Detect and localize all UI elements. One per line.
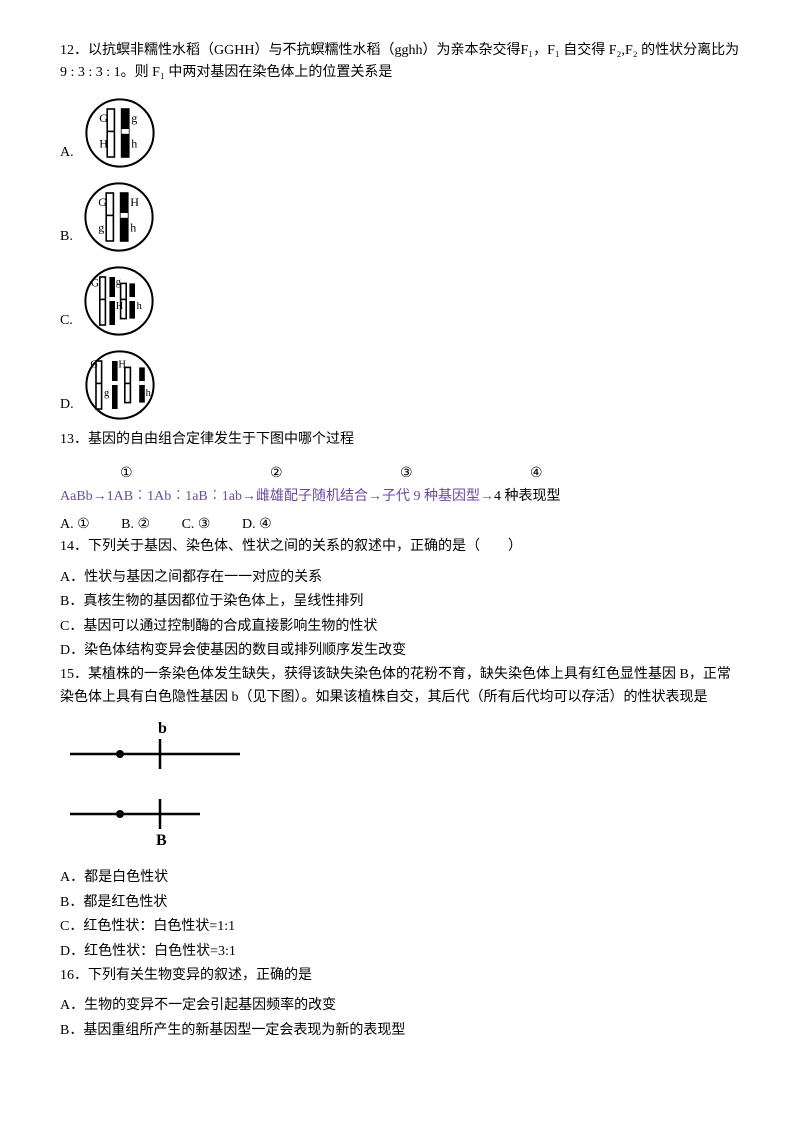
- q12-option-d: D. G g H h: [60, 345, 740, 425]
- q12-option-b: B. G g H h: [60, 177, 740, 257]
- q15-number: 15．: [60, 667, 88, 682]
- svg-text:g: g: [104, 388, 109, 399]
- question-16: 16．下列有关生物变异的叙述，正确的是: [60, 965, 740, 987]
- question-12: 12．以抗螟非糯性水稻（GGHH）与不抗螟糯性水稻（gghh）为亲本杂交得F₁，…: [60, 40, 740, 85]
- option-letter: A.: [60, 142, 74, 172]
- chromosome-circle-c-icon: G g H h: [79, 261, 159, 341]
- q16-number: 16．: [60, 968, 88, 983]
- q14-text: 下列关于基因、染色体、性状之间的关系的叙述中，正确的是（ ）: [88, 539, 522, 554]
- q14-opt-b: B．真核生物的基因都位于染色体上，呈线性排列: [60, 591, 740, 613]
- q13-opt-a: A. ①: [60, 517, 90, 532]
- flow-num-3: ③: [400, 463, 530, 485]
- svg-text:H: H: [118, 359, 126, 370]
- flow-text: AaBb→1AB︰1Ab︰1aB︰1ab→雌雄配子随机结合→子代 9 种基因型→…: [60, 486, 740, 508]
- q12-text: 以抗螟非糯性水稻（GGHH）与不抗螟糯性水稻（gghh）为亲本杂交得F₁，F₁ …: [60, 43, 739, 80]
- question-13: 13．基因的自由组合定律发生于下图中哪个过程: [60, 429, 740, 451]
- chromosome-lines-icon: b B: [60, 719, 280, 849]
- q14-number: 14．: [60, 539, 88, 554]
- svg-text:H: H: [116, 301, 124, 312]
- chromosome-circle-d-icon: G g H h: [80, 345, 160, 425]
- chromosome-circle-b-icon: G g H h: [79, 177, 159, 257]
- flow-num-2: ②: [270, 463, 400, 485]
- svg-text:H: H: [130, 195, 139, 209]
- svg-text:h: h: [131, 136, 137, 150]
- q16-text: 下列有关生物变异的叙述，正确的是: [88, 968, 312, 983]
- q13-flow-diagram: ① ② ③ ④ AaBb→1AB︰1Ab︰1aB︰1ab→雌雄配子随机结合→子代…: [60, 463, 740, 508]
- q15-text: 某植株的一条染色体发生缺失，获得该缺失染色体的花粉不育，缺失染色体上具有红色显性…: [60, 667, 731, 704]
- q13-opt-d: D. ④: [242, 517, 272, 532]
- svg-text:G: G: [99, 111, 108, 125]
- q13-opt-c: C. ③: [182, 517, 211, 532]
- question-14: 14．下列关于基因、染色体、性状之间的关系的叙述中，正确的是（ ）: [60, 536, 740, 558]
- svg-text:G: G: [98, 195, 107, 209]
- q13-text: 基因的自由组合定律发生于下图中哪个过程: [88, 432, 354, 447]
- q15-opt-b: B．都是红色性状: [60, 892, 740, 914]
- q15-opt-d: D．红色性状：白色性状=3:1: [60, 941, 740, 963]
- q15-opt-a: A．都是白色性状: [60, 867, 740, 889]
- q13-number: 13．: [60, 432, 88, 447]
- svg-text:G: G: [90, 359, 98, 370]
- q13-options: A. ① B. ② C. ③ D. ④: [60, 514, 740, 536]
- svg-text:h: h: [136, 301, 142, 312]
- q16-opt-b: B．基因重组所产生的新基因型一定会表现为新的表现型: [60, 1020, 740, 1042]
- svg-text:G: G: [91, 277, 99, 289]
- option-letter: D.: [60, 394, 74, 424]
- q14-opt-d: D．染色体结构变异会使基因的数目或排列顺序发生改变: [60, 640, 740, 662]
- svg-text:h: h: [145, 388, 151, 399]
- svg-text:g: g: [116, 277, 121, 288]
- q12-option-c: C. G g H h: [60, 261, 740, 341]
- question-15: 15．某植株的一条染色体发生缺失，获得该缺失染色体的花粉不育，缺失染色体上具有红…: [60, 664, 740, 709]
- q15-opt-c: C．红色性状：白色性状=1:1: [60, 916, 740, 938]
- svg-text:H: H: [99, 136, 108, 150]
- q13-opt-b: B. ②: [121, 517, 150, 532]
- q14-opt-a: A．性状与基因之间都存在一一对应的关系: [60, 567, 740, 589]
- flow-num-4: ④: [530, 463, 543, 485]
- q12-option-a: A. G H g h: [60, 93, 740, 173]
- flow-numbers: ① ② ③ ④: [60, 463, 740, 485]
- q12-number: 12．: [60, 43, 88, 58]
- flow-num-1: ①: [120, 463, 270, 485]
- option-letter: C.: [60, 310, 73, 340]
- option-letter: B.: [60, 226, 73, 256]
- svg-text:B: B: [156, 832, 167, 849]
- svg-text:b: b: [158, 720, 167, 737]
- q16-opt-a: A．生物的变异不一定会引起基因频率的改变: [60, 995, 740, 1017]
- flow-text-prefix: AaBb→1AB︰1Ab︰1aB︰1ab→雌雄配子随机结合→子代 9 种基因型→: [60, 489, 494, 504]
- q15-chromosome-diagram: b B: [60, 719, 740, 857]
- chromosome-circle-a-icon: G H g h: [80, 93, 160, 173]
- svg-text:g: g: [98, 220, 104, 234]
- q14-opt-c: C．基因可以通过控制酶的合成直接影响生物的性状: [60, 616, 740, 638]
- svg-text:g: g: [131, 111, 137, 125]
- flow-text-suffix: 4 种表现型: [494, 489, 561, 504]
- svg-text:h: h: [130, 220, 136, 234]
